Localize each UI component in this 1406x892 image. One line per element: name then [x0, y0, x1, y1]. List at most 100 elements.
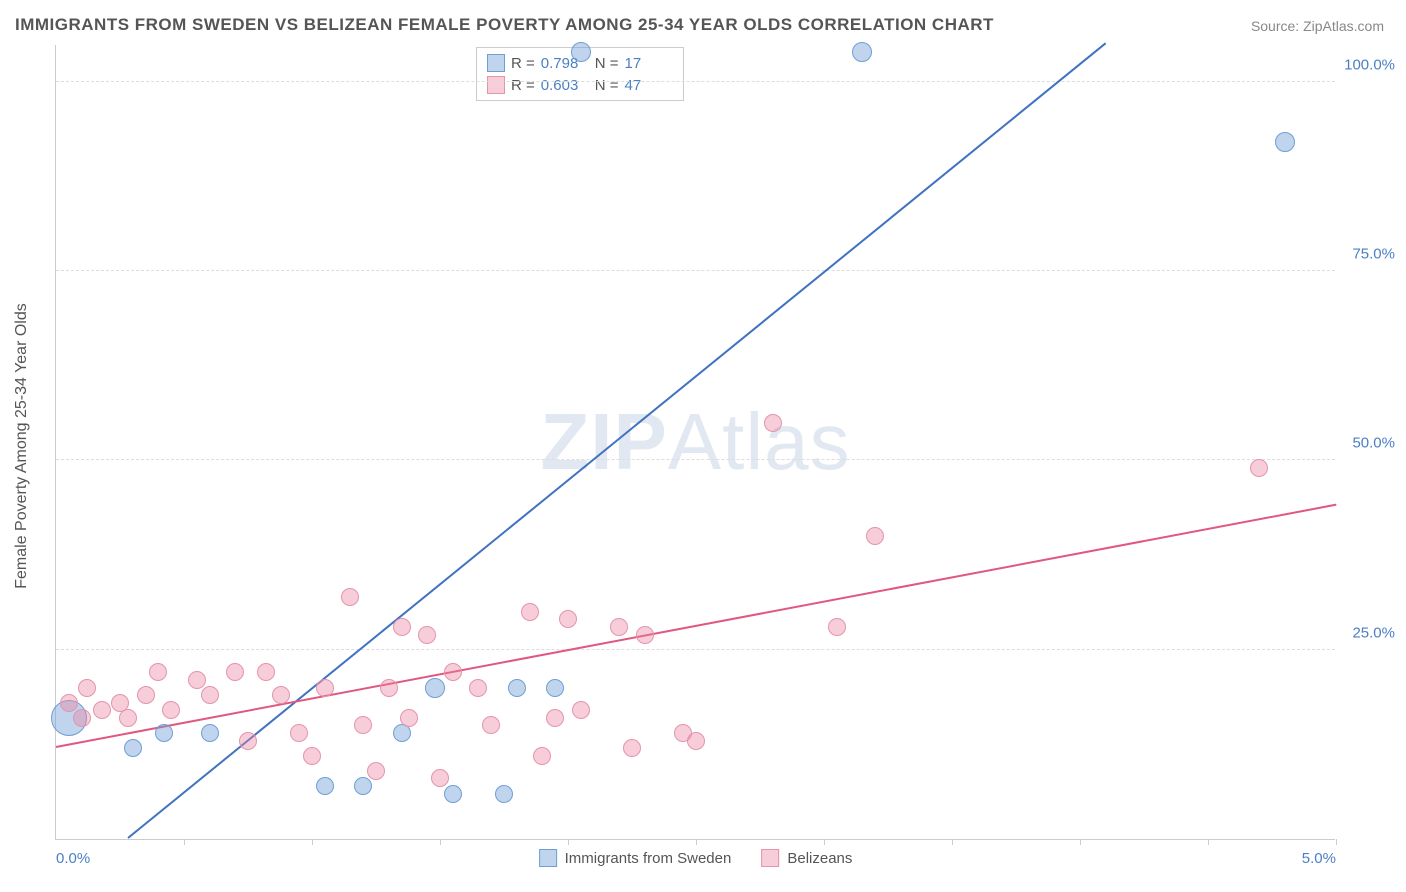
data-point [687, 732, 705, 750]
data-point [124, 739, 142, 757]
data-point [444, 663, 462, 681]
data-point [303, 747, 321, 765]
y-tick-label: 25.0% [1352, 624, 1395, 641]
data-point [341, 588, 359, 606]
data-point [431, 769, 449, 787]
x-tick [952, 839, 953, 845]
data-point [610, 618, 628, 636]
n-label: N = [595, 77, 619, 94]
x-tick-label: 0.0% [56, 850, 90, 867]
data-point [636, 626, 654, 644]
x-tick [1080, 839, 1081, 845]
data-point [571, 42, 591, 62]
data-point [367, 762, 385, 780]
data-point [1275, 132, 1295, 152]
data-point [93, 701, 111, 719]
r-value-belize: 0.603 [541, 77, 589, 94]
legend-series: Immigrants from Sweden Belizeans [539, 849, 853, 867]
data-point [559, 610, 577, 628]
legend-swatch-sweden [487, 54, 505, 72]
trend-line [56, 504, 1336, 748]
legend-item-sweden: Immigrants from Sweden [539, 849, 732, 867]
x-tick [824, 839, 825, 845]
data-point [316, 679, 334, 697]
x-tick [696, 839, 697, 845]
gridline [56, 459, 1335, 460]
r-label: R = [511, 77, 535, 94]
data-point [226, 663, 244, 681]
data-point [354, 716, 372, 734]
data-point [764, 414, 782, 432]
data-point [239, 732, 257, 750]
source-label: Source: ZipAtlas.com [1251, 18, 1384, 34]
gridline [56, 81, 1335, 82]
data-point [137, 686, 155, 704]
data-point [393, 618, 411, 636]
data-point [546, 679, 564, 697]
x-tick [184, 839, 185, 845]
r-label: R = [511, 55, 535, 72]
data-point [290, 724, 308, 742]
n-value-belize: 47 [625, 77, 673, 94]
data-point [73, 709, 91, 727]
data-point [828, 618, 846, 636]
data-point [119, 709, 137, 727]
data-point [272, 686, 290, 704]
data-point [572, 701, 590, 719]
trend-line [127, 42, 1106, 839]
data-point [495, 785, 513, 803]
data-point [188, 671, 206, 689]
chart-container: IMMIGRANTS FROM SWEDEN VS BELIZEAN FEMAL… [0, 0, 1406, 892]
x-tick [312, 839, 313, 845]
data-point [482, 716, 500, 734]
data-point [418, 626, 436, 644]
watermark: ZIPAtlas [540, 396, 850, 488]
watermark-zip: ZIP [540, 397, 667, 486]
legend-label-belize: Belizeans [787, 850, 852, 867]
data-point [852, 42, 872, 62]
y-tick-label: 50.0% [1352, 435, 1395, 452]
data-point [354, 777, 372, 795]
legend-swatch-sweden-icon [539, 849, 557, 867]
data-point [508, 679, 526, 697]
data-point [400, 709, 418, 727]
data-point [162, 701, 180, 719]
data-point [866, 527, 884, 545]
n-value-sweden: 17 [625, 55, 673, 72]
legend-swatch-belize [487, 76, 505, 94]
data-point [425, 678, 445, 698]
plot-area: ZIPAtlas R = 0.798 N = 17 R = 0.603 N = … [55, 45, 1335, 840]
data-point [201, 724, 219, 742]
watermark-atlas: Atlas [668, 397, 851, 486]
x-tick [568, 839, 569, 845]
gridline [56, 270, 1335, 271]
n-label: N = [595, 55, 619, 72]
data-point [469, 679, 487, 697]
data-point [533, 747, 551, 765]
gridline [56, 649, 1335, 650]
data-point [155, 724, 173, 742]
data-point [546, 709, 564, 727]
data-point [380, 679, 398, 697]
data-point [60, 694, 78, 712]
legend-item-belize: Belizeans [761, 849, 852, 867]
data-point [257, 663, 275, 681]
legend-row-belize: R = 0.603 N = 47 [487, 74, 673, 96]
data-point [444, 785, 462, 803]
chart-title: IMMIGRANTS FROM SWEDEN VS BELIZEAN FEMAL… [15, 15, 994, 35]
legend-label-sweden: Immigrants from Sweden [565, 850, 732, 867]
data-point [1250, 459, 1268, 477]
y-axis-label: Female Poverty Among 25-34 Year Olds [13, 303, 31, 589]
y-tick-label: 100.0% [1344, 56, 1395, 73]
data-point [78, 679, 96, 697]
x-tick [1208, 839, 1209, 845]
data-point [623, 739, 641, 757]
y-tick-label: 75.0% [1352, 246, 1395, 263]
legend-swatch-belize-icon [761, 849, 779, 867]
x-tick [1336, 839, 1337, 845]
data-point [521, 603, 539, 621]
data-point [316, 777, 334, 795]
data-point [201, 686, 219, 704]
data-point [149, 663, 167, 681]
x-tick [440, 839, 441, 845]
